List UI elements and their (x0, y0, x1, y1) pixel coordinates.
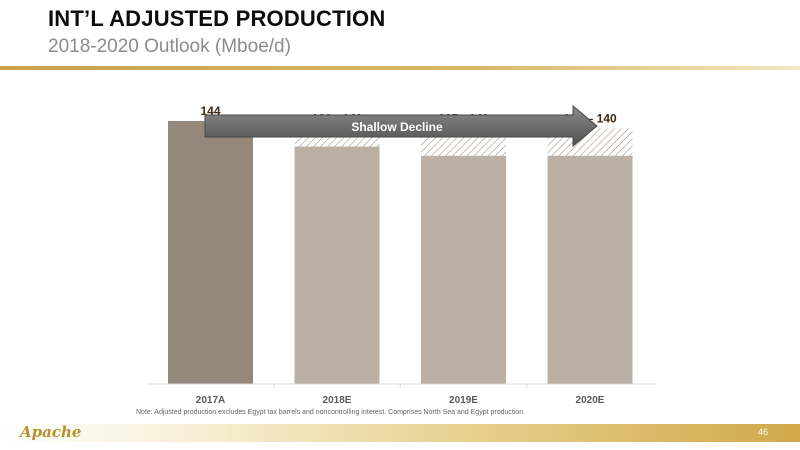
slide-title: INT’L ADJUSTED PRODUCTION (48, 6, 386, 31)
x-tick-2017a: 2017A (196, 395, 225, 406)
footer-band (0, 424, 800, 442)
production-bar-chart: 144130 - 140125 - 140125 – 140 2017A2018… (147, 104, 655, 406)
slide-subtitle: 2018-2020 Outlook (Mboe/d) (48, 36, 291, 57)
bar-2017a (168, 120, 253, 385)
page-number: 46 (758, 427, 769, 437)
x-tick-2018e: 2018E (323, 395, 352, 406)
shallow-decline-arrow (204, 104, 598, 148)
apache-logo: Apache (20, 423, 82, 441)
x-tick-2020e: 2020E (576, 395, 605, 406)
title-rule (0, 66, 800, 70)
bar-2020e (547, 155, 633, 384)
bar-2018e (294, 146, 380, 384)
annotation-label: Shallow Decline (351, 120, 443, 134)
footnote: Note: Adjusted production excludes Egypt… (136, 409, 526, 416)
x-tick-2019e: 2019E (449, 395, 478, 406)
bar-2019e (421, 155, 506, 384)
data-label-2017a: 144 (200, 104, 220, 118)
